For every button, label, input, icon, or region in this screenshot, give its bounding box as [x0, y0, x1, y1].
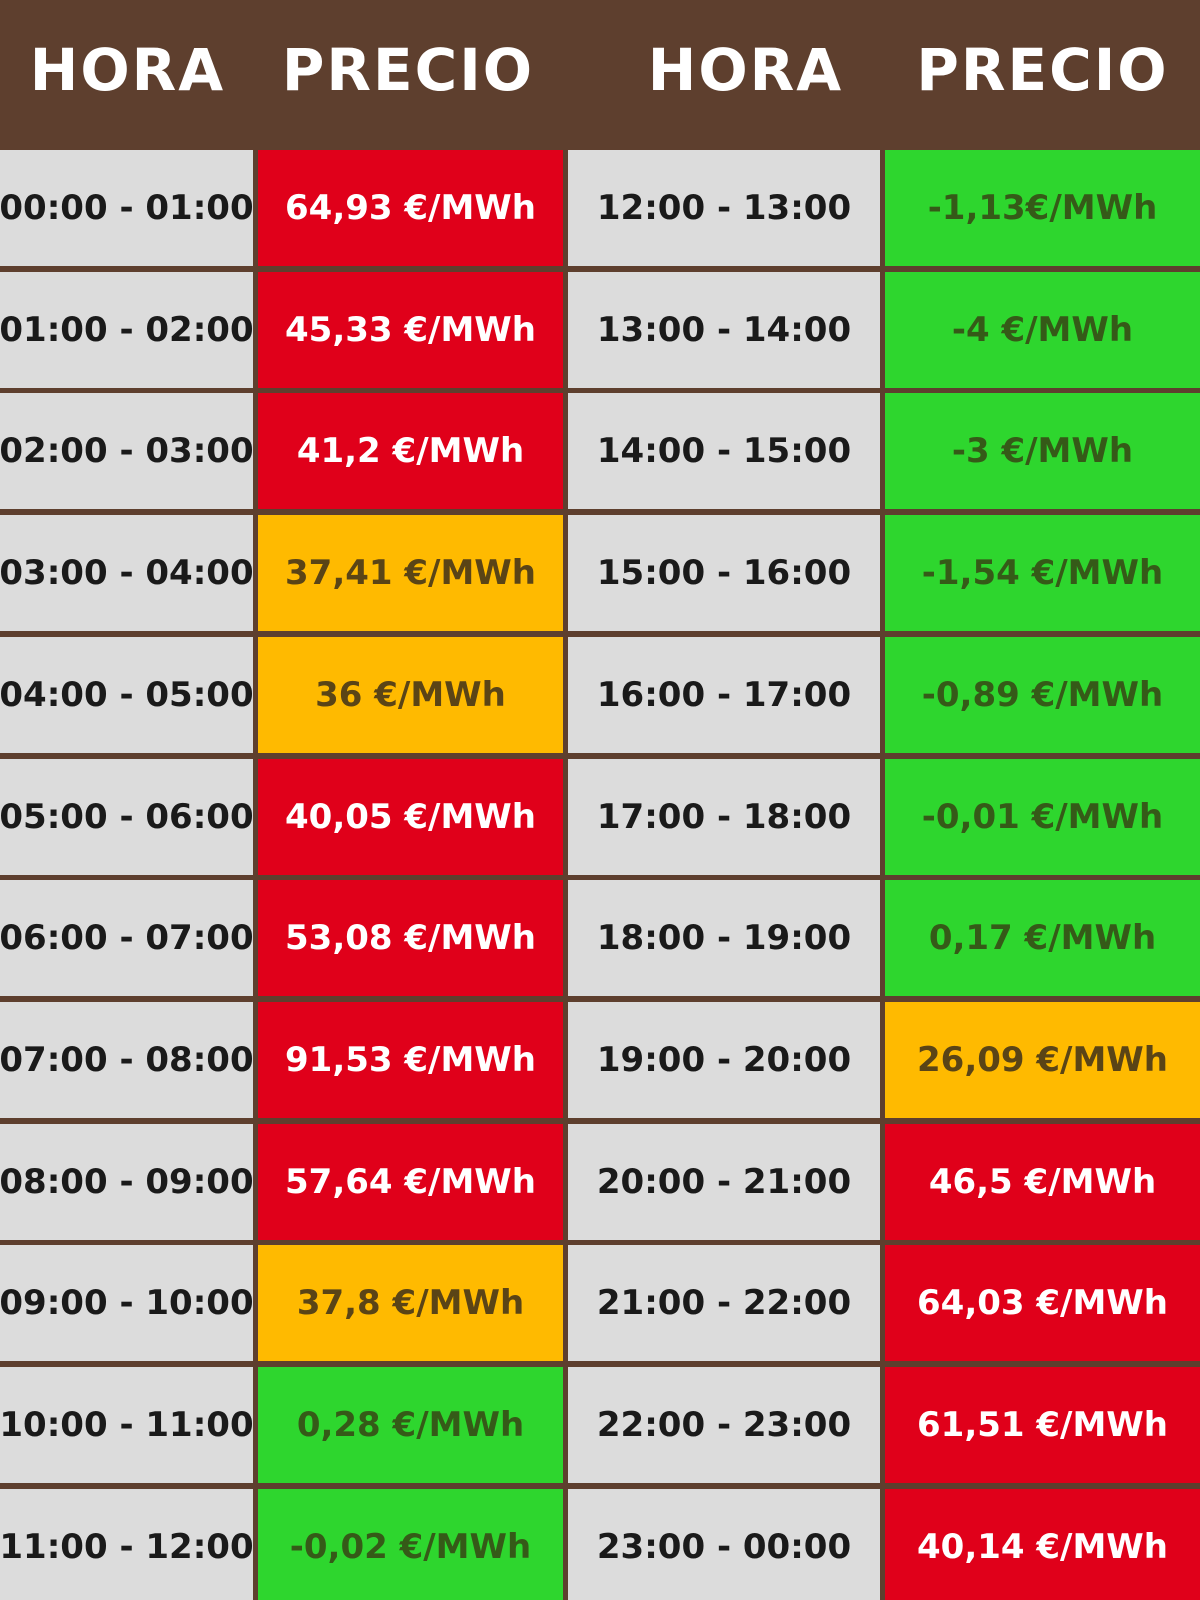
price-cell-right: 64,03 €/MWh — [885, 1245, 1200, 1362]
hour-cell-left: 10:00 - 11:00 — [0, 1367, 253, 1483]
hour-cell-right: 19:00 - 20:00 — [568, 1001, 880, 1118]
hour-cell-left: 01:00 - 02:00 — [0, 271, 253, 388]
hour-cell-left: 00:00 - 01:00 — [0, 150, 253, 266]
table-row: 03:00 - 04:00 37,41 €/MWh 15:00 - 16:00 -1,… — [0, 515, 1200, 632]
hour-cell-left: 04:00 - 05:00 — [0, 636, 253, 753]
hour-cell-left: 06:00 - 07:00 — [0, 880, 253, 997]
price-cell-left: 57,64 €/MWh — [258, 1123, 563, 1240]
price-cell-right: -3 €/MWh — [885, 393, 1200, 510]
table-row: 02:00 - 03:00 41,2 €/MWh 14:00 - 15:00 -3 €… — [0, 393, 1200, 510]
price-cell-left: 37,8 €/MWh — [258, 1245, 563, 1362]
table-row: 07:00 - 08:00 91,53 €/MWh 19:00 - 20:00 26,… — [0, 1001, 1200, 1118]
hour-cell-right: 15:00 - 16:00 — [568, 515, 880, 632]
price-cell-left: 37,41 €/MWh — [258, 515, 563, 632]
hour-cell-left: 08:00 - 09:00 — [0, 1123, 253, 1240]
hour-cell-right: 12:00 - 13:00 — [568, 150, 880, 266]
price-cell-right: -1,54 €/MWh — [885, 515, 1200, 632]
table-row: 04:00 - 05:00 36 €/MWh 16:00 - 17:00 -0,89 … — [0, 636, 1200, 753]
table-row: 10:00 - 11:00 0,28 €/MWh 22:00 - 23:00 61,5… — [0, 1367, 1200, 1483]
hour-cell-right: 22:00 - 23:00 — [568, 1367, 880, 1483]
header-precio-right: PRECIO — [916, 36, 1169, 104]
hour-cell-right: 16:00 - 17:00 — [568, 636, 880, 753]
table-row: 06:00 - 07:00 53,08 €/MWh 18:00 - 19:00 0,1… — [0, 880, 1200, 997]
price-cell-right: -0,89 €/MWh — [885, 636, 1200, 753]
price-cell-left: 36 €/MWh — [258, 636, 563, 753]
price-cell-left: 41,2 €/MWh — [258, 393, 563, 510]
price-cell-left: 91,53 €/MWh — [258, 1001, 563, 1118]
hour-cell-right: 13:00 - 14:00 — [568, 271, 880, 388]
header-hora-left: HORA — [29, 36, 226, 104]
price-cell-left: 53,08 €/MWh — [258, 880, 563, 997]
header-hora-right: HORA — [647, 36, 844, 104]
price-table: 00:00 - 01:00 64,93 €/MWh 12:00 - 13:00 -1,… — [0, 150, 1200, 1600]
table-row: 01:00 - 02:00 45,33 €/MWh 13:00 - 14:00 -4 … — [0, 271, 1200, 388]
price-cell-right: 61,51 €/MWh — [885, 1367, 1200, 1483]
price-cell-left: 45,33 €/MWh — [258, 271, 563, 388]
price-cell-right: 0,17 €/MWh — [885, 880, 1200, 997]
price-cell-right: -1,13€/MWh — [885, 150, 1200, 266]
price-cell-right: -0,01 €/MWh — [885, 758, 1200, 875]
price-cell-left: -0,02 €/MWh — [258, 1488, 563, 1600]
price-cell-right: 40,14 €/MWh — [885, 1488, 1200, 1600]
price-cell-right: 26,09 €/MWh — [885, 1001, 1200, 1118]
price-cell-left: 40,05 €/MWh — [258, 758, 563, 875]
hour-cell-left: 02:00 - 03:00 — [0, 393, 253, 510]
price-cell-right: 46,5 €/MWh — [885, 1123, 1200, 1240]
table-row: 11:00 - 12:00 -0,02 €/MWh 23:00 - 00:00 40,… — [0, 1488, 1200, 1600]
table-header: HORA PRECIO HORA PRECIO — [0, 0, 1200, 148]
hour-cell-right: 14:00 - 15:00 — [568, 393, 880, 510]
price-cell-left: 64,93 €/MWh — [258, 150, 563, 266]
hour-cell-left: 05:00 - 06:00 — [0, 758, 253, 875]
hour-cell-right: 17:00 - 18:00 — [568, 758, 880, 875]
header-precio-left: PRECIO — [281, 36, 535, 104]
hour-cell-left: 03:00 - 04:00 — [0, 515, 253, 632]
table-row: 05:00 - 06:00 40,05 €/MWh 17:00 - 18:00 -0,… — [0, 758, 1200, 875]
hour-cell-right: 20:00 - 21:00 — [568, 1123, 880, 1240]
table-row: 00:00 - 01:00 64,93 €/MWh 12:00 - 13:00 -1,… — [0, 150, 1200, 266]
price-cell-right: -4 €/MWh — [885, 271, 1200, 388]
hour-cell-left: 11:00 - 12:00 — [0, 1488, 253, 1600]
price-cell-left: 0,28 €/MWh — [258, 1367, 563, 1483]
hour-cell-left: 09:00 - 10:00 — [0, 1245, 253, 1362]
table-row: 08:00 - 09:00 57,64 €/MWh 20:00 - 21:00 46,… — [0, 1123, 1200, 1240]
hour-cell-right: 21:00 - 22:00 — [568, 1245, 880, 1362]
hour-cell-left: 07:00 - 08:00 — [0, 1001, 253, 1118]
table-row: 09:00 - 10:00 37,8 €/MWh 21:00 - 22:00 64,0… — [0, 1245, 1200, 1362]
hour-cell-right: 18:00 - 19:00 — [568, 880, 880, 997]
hour-cell-right: 23:00 - 00:00 — [568, 1488, 880, 1600]
